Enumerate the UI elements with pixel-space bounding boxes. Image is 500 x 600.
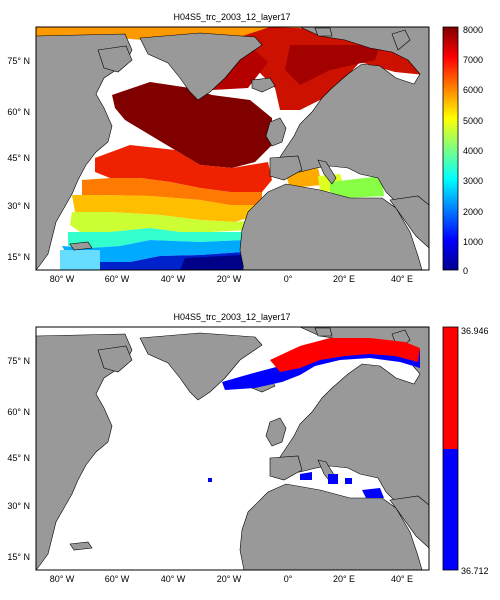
cbar1-tick: 3000 xyxy=(463,176,483,186)
cbar2-bottom-label: 36.712 xyxy=(461,566,489,576)
field-med-patch-5 xyxy=(208,478,212,482)
field-subtropical-south xyxy=(72,195,262,222)
british-isles-land xyxy=(265,417,287,447)
p1-ytick: 30° N xyxy=(7,201,30,211)
field-med-patch-4 xyxy=(362,488,384,498)
map-panel-1: H04S5_trc_2003_12_layer17 xyxy=(7,12,483,284)
africa-land xyxy=(239,483,423,570)
field-med-patch-2 xyxy=(328,474,338,484)
cbar1-tick: 7000 xyxy=(463,55,483,65)
panel-1-frame xyxy=(35,26,430,271)
colorbar-1: 8000 7000 6000 5000 4000 3000 2000 1000 … xyxy=(442,25,483,276)
p2-xtick: 20° W xyxy=(217,574,242,584)
field-nordic-core xyxy=(285,45,380,85)
field-green-band xyxy=(68,228,248,248)
map-panel-2: H04S5_trc_2003_12_layer17 xyxy=(7,312,488,584)
cbar1-tick: 4000 xyxy=(463,146,483,156)
colorbar-2-blue xyxy=(443,449,458,570)
p1-ytick: 75° N xyxy=(7,56,30,66)
cbar1-tick: 5000 xyxy=(463,116,483,126)
p2-ytick: 30° N xyxy=(7,501,30,511)
cbar1-tick: 6000 xyxy=(463,85,483,95)
panel-1-y-axis: 75° N 60° N 45° N 30° N 15° N xyxy=(7,56,30,262)
cuba-land xyxy=(69,241,93,251)
p1-ytick: 15° N xyxy=(7,252,30,262)
panel-2-y-axis: 75° N 60° N 45° N 30° N 15° N xyxy=(7,356,30,562)
panel-1-x-axis: 80° W 60° W 40° W 20° W 0° 20° E 40° E xyxy=(50,274,413,284)
p2-ytick: 45° N xyxy=(7,453,30,463)
panel-2-x-axis: 80° W 60° W 40° W 20° W 0° 20° E 40° E xyxy=(50,574,413,584)
iceland-land xyxy=(251,77,276,93)
british-isles-land xyxy=(265,117,287,147)
field-med-patch-1 xyxy=(300,472,312,480)
p1-xtick: 20° E xyxy=(333,274,355,284)
p2-xtick: 60° W xyxy=(105,574,130,584)
arabia-land xyxy=(389,195,429,249)
europe-asia-land xyxy=(277,27,429,213)
novaya-zemlya-land xyxy=(391,29,411,51)
panel-1-land xyxy=(36,27,429,270)
baffin-island-land xyxy=(97,345,133,373)
field-east-mediterranean xyxy=(330,176,384,198)
p2-ytick: 15° N xyxy=(7,552,30,562)
field-caribbean xyxy=(60,250,100,270)
cbar1-tick: 1000 xyxy=(463,237,483,247)
cbar1-tick: 0 xyxy=(463,266,468,276)
panel-2-frame xyxy=(35,326,430,571)
colorbar-2-red xyxy=(443,327,458,449)
svalbard-land xyxy=(314,327,333,337)
p2-xtick: 40° W xyxy=(161,574,186,584)
greenland-land xyxy=(139,332,263,401)
p2-xtick: 80° W xyxy=(50,574,75,584)
panel-2-data-field xyxy=(208,338,420,498)
field-med-patch-3 xyxy=(345,478,352,484)
italy-land xyxy=(317,159,337,185)
svalbard-land xyxy=(314,27,333,37)
field-labrador xyxy=(112,82,272,168)
p1-xtick: 20° W xyxy=(217,274,242,284)
cbar1-tick: 8000 xyxy=(463,25,483,35)
p2-ytick: 60° N xyxy=(7,407,30,417)
p1-xtick: 40° W xyxy=(161,274,186,284)
arabia-land xyxy=(389,495,429,549)
iberia-land xyxy=(269,455,303,481)
p1-xtick: 0° xyxy=(284,274,293,284)
cbar1-tick: 2000 xyxy=(463,207,483,217)
field-subtropical-band xyxy=(82,178,262,205)
field-north-red-band xyxy=(270,338,420,372)
p2-xtick: 40° E xyxy=(391,574,413,584)
cbar2-top-label: 36.946 xyxy=(461,326,489,336)
greenland-land xyxy=(139,32,263,101)
field-deep-blue xyxy=(180,255,243,270)
panel-2-land xyxy=(36,327,429,570)
baffin-island-land xyxy=(97,45,133,73)
colorbar-1-gradient xyxy=(442,26,459,271)
p2-xtick: 0° xyxy=(284,574,293,584)
panel-2-title: H04S5_trc_2003_12_layer17 xyxy=(173,312,290,322)
cuba-land xyxy=(69,541,93,551)
p1-xtick: 60° W xyxy=(105,274,130,284)
iberia-land xyxy=(269,155,303,181)
colorbar-2-frame xyxy=(442,326,459,571)
p2-xtick: 20° E xyxy=(333,574,355,584)
p1-ytick: 60° N xyxy=(7,107,30,117)
p2-ytick: 75° N xyxy=(7,356,30,366)
p1-xtick: 80° W xyxy=(50,274,75,284)
africa-land xyxy=(239,183,423,270)
colorbar-2: 36.946 36.712 xyxy=(442,326,489,576)
p1-ytick: 45° N xyxy=(7,153,30,163)
p1-xtick: 40° E xyxy=(391,274,413,284)
field-mid-north-atlantic xyxy=(95,145,272,192)
field-cyan-band xyxy=(62,240,245,262)
panel-1-title: H04S5_trc_2003_12_layer17 xyxy=(173,12,290,22)
field-yellow-band xyxy=(70,212,255,232)
